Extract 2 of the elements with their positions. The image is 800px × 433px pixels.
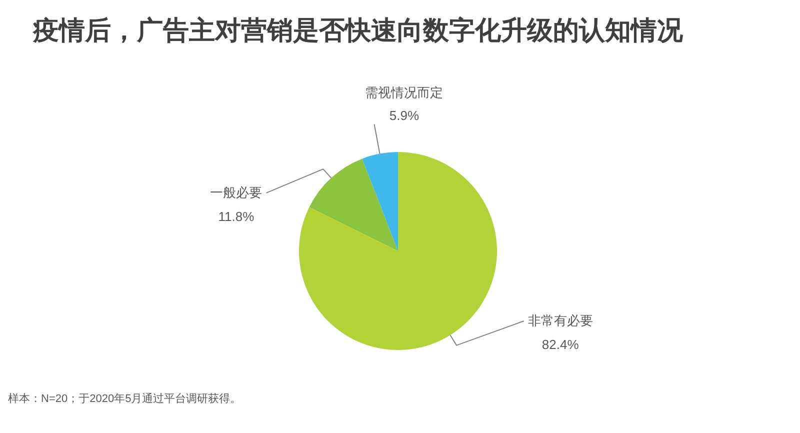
annotation: 样本：N=20；于2020年5月通过平台调研获得。 bbox=[8, 393, 242, 405]
title: 疫情后，广告主对营销是否快速向数字化升级的认知情况 bbox=[33, 15, 683, 45]
